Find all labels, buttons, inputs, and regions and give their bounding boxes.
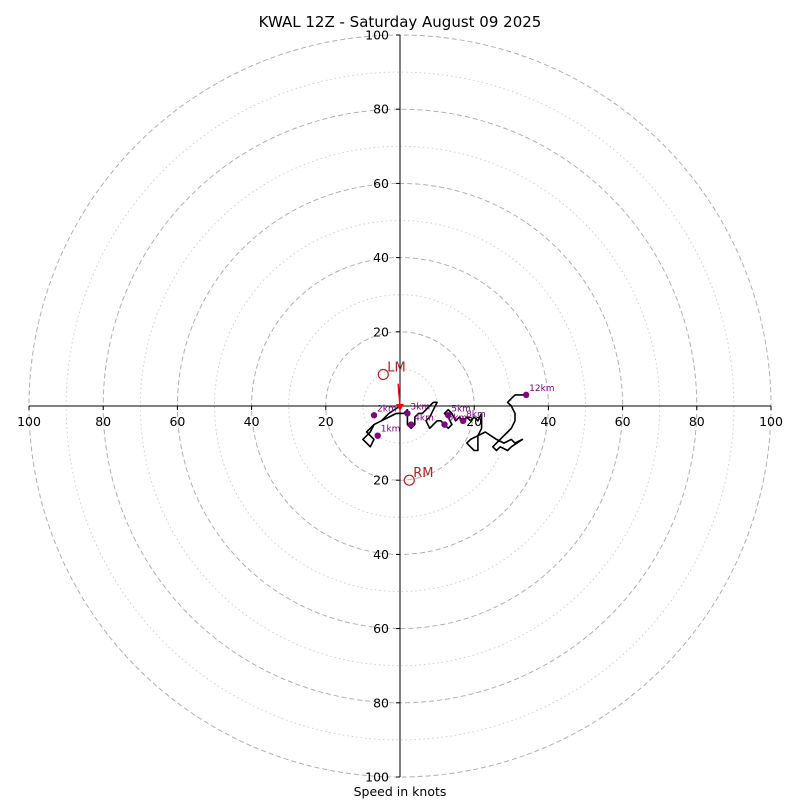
height-label-8km: 8km	[466, 410, 486, 420]
storm-motion-label-LM: LM	[387, 360, 405, 375]
height-label-6km: 6km	[448, 414, 468, 424]
height-label-2km: 2km	[377, 404, 397, 414]
height-marker-4km	[407, 421, 415, 428]
hodograph-trace-layer	[362, 383, 527, 452]
height-marker-1km	[374, 432, 381, 439]
x-axis-label: Speed in knots	[354, 784, 447, 799]
tick-labels: 100 80 60 40 20 20 40 60 80 100 100 80 60 40 20 20 40 60 8…	[17, 28, 783, 785]
height-marker-2km	[370, 412, 378, 419]
y-tick-label: 80	[373, 695, 389, 710]
y-tick-label: 60	[373, 621, 389, 636]
x-tick-label: 100	[759, 414, 783, 429]
height-marker-12km	[522, 391, 530, 399]
y-tick-label: 20	[373, 473, 389, 488]
height-label-1km: 1km	[381, 425, 401, 435]
y-tick-label: 60	[373, 176, 389, 191]
height-label-5km: 5km	[451, 404, 471, 414]
x-tick-label: 100	[17, 414, 41, 429]
y-tick-label: 40	[373, 250, 389, 265]
surface-wind-arrow	[397, 383, 401, 407]
x-tick-label: 40	[540, 414, 556, 429]
y-tick-label: 80	[373, 102, 389, 117]
x-tick-label: 80	[689, 414, 705, 429]
surface-wind-arrowhead	[396, 404, 404, 411]
y-tick-label: 100	[365, 770, 389, 785]
x-tick-label: 20	[466, 414, 482, 429]
x-tick-label: 40	[244, 414, 260, 429]
y-tick-label: 100	[365, 28, 389, 43]
height-label-12km: 12km	[529, 384, 554, 394]
height-marker-6km	[441, 421, 448, 428]
x-tick-label: 60	[169, 414, 185, 429]
x-tick-label: 20	[318, 414, 334, 429]
x-tick-label: 80	[95, 414, 111, 429]
storm-motion-LM	[377, 368, 389, 381]
height-marker-3km	[404, 410, 411, 417]
height-label-3km: 3km	[410, 402, 430, 412]
height-marker-5km	[445, 412, 452, 419]
storm-motion-RM	[403, 474, 415, 486]
y-tick-label: 20	[373, 324, 389, 339]
y-tick-label: 40	[373, 547, 389, 562]
height-marker-8km	[459, 417, 467, 425]
storm-motion-markers: LM RM	[377, 360, 434, 486]
height-label-4km: 4km	[414, 414, 434, 424]
storm-motion-label-RM: RM	[413, 466, 433, 481]
x-tick-label: 60	[615, 414, 631, 429]
chart-title: KWAL 12Z - Saturday August 09 2025	[259, 13, 542, 31]
